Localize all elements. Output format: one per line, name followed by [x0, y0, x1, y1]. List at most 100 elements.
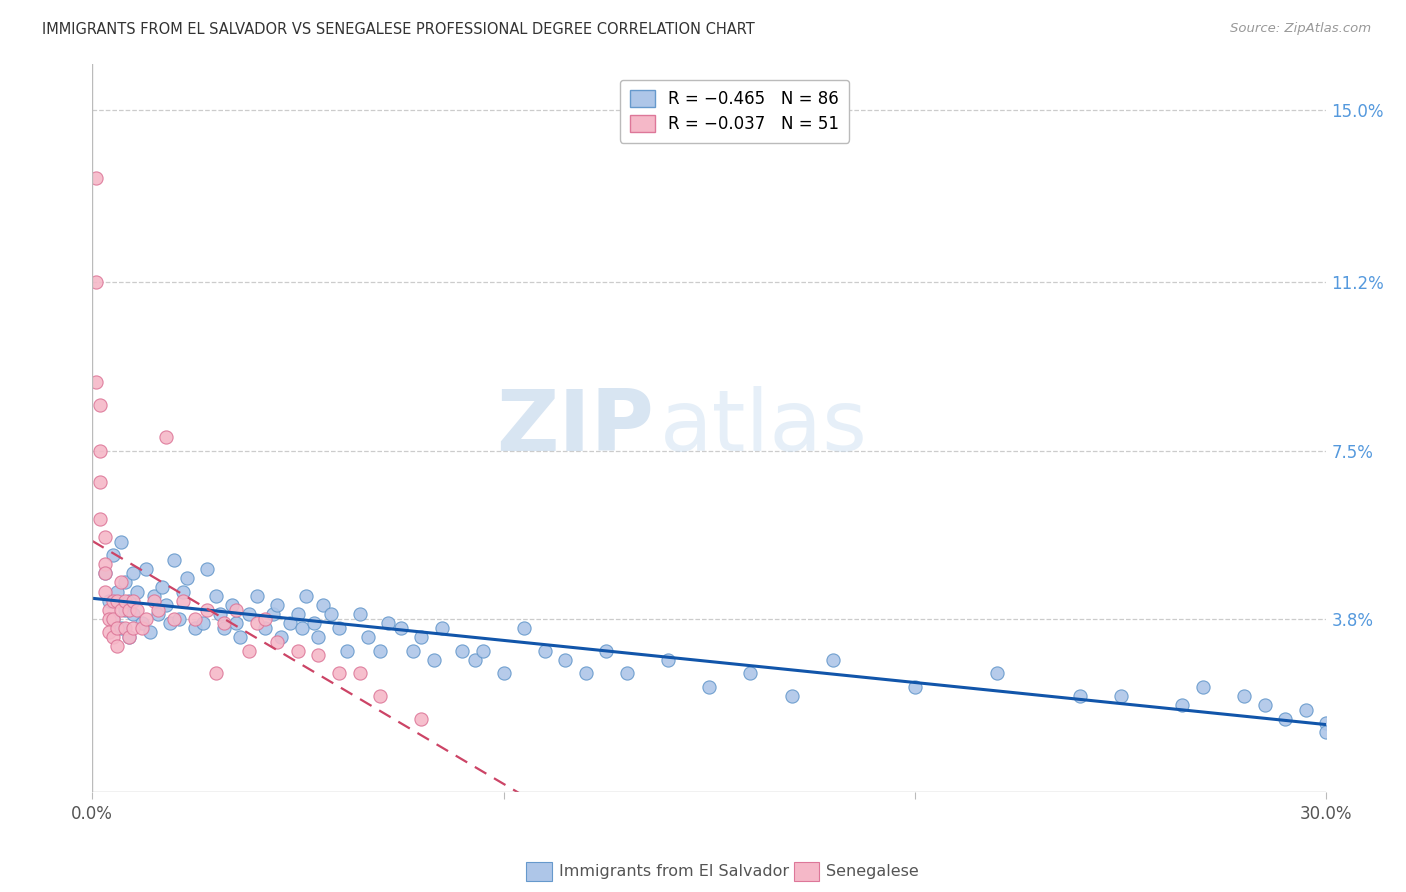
Point: [221, 598, 243, 612]
Point: [93, 558, 115, 572]
Point: [1192, 680, 1215, 694]
Point: [184, 612, 207, 626]
Point: [411, 712, 433, 726]
Point: [287, 643, 309, 657]
Point: [740, 666, 762, 681]
Point: [84, 170, 107, 185]
Point: [122, 607, 145, 622]
Text: Senegalese: Senegalese: [825, 864, 918, 879]
Point: [1315, 716, 1337, 731]
Point: [118, 630, 141, 644]
Point: [176, 571, 198, 585]
Point: [89, 443, 111, 458]
Point: [84, 376, 107, 390]
Point: [451, 643, 474, 657]
Point: [697, 680, 720, 694]
Point: [159, 616, 181, 631]
Point: [253, 621, 276, 635]
Point: [163, 612, 186, 626]
Text: IMMIGRANTS FROM EL SALVADOR VS SENEGALESE PROFESSIONAL DEGREE CORRELATION CHART: IMMIGRANTS FROM EL SALVADOR VS SENEGALES…: [42, 22, 755, 37]
Point: [291, 621, 314, 635]
Point: [368, 643, 391, 657]
Point: [97, 625, 120, 640]
Point: [212, 616, 235, 631]
Point: [1171, 698, 1194, 713]
Point: [595, 643, 617, 657]
Point: [131, 621, 153, 635]
Point: [114, 603, 136, 617]
Point: [349, 666, 371, 681]
Point: [208, 607, 231, 622]
Point: [295, 589, 318, 603]
Point: [172, 584, 194, 599]
Legend: R = −0.465   N = 86, R = −0.037   N = 51: R = −0.465 N = 86, R = −0.037 N = 51: [620, 79, 849, 143]
Point: [821, 653, 844, 667]
Point: [101, 612, 124, 626]
Point: [110, 603, 132, 617]
Point: [184, 621, 207, 635]
Point: [131, 616, 153, 631]
Point: [307, 630, 329, 644]
Point: [110, 575, 132, 590]
Point: [89, 475, 111, 490]
Point: [105, 584, 128, 599]
Point: [266, 598, 288, 612]
Point: [142, 589, 165, 603]
Point: [114, 575, 136, 590]
Point: [657, 653, 679, 667]
Point: [155, 598, 177, 612]
Point: [422, 653, 444, 667]
Point: [146, 607, 169, 622]
Point: [101, 612, 124, 626]
Point: [533, 643, 555, 657]
Point: [287, 607, 309, 622]
Point: [464, 653, 486, 667]
Point: [204, 589, 226, 603]
Point: [195, 562, 218, 576]
Point: [101, 593, 124, 607]
Point: [368, 689, 391, 703]
Point: [349, 607, 371, 622]
Text: Source: ZipAtlas.com: Source: ZipAtlas.com: [1230, 22, 1371, 36]
Point: [270, 630, 292, 644]
Point: [492, 666, 515, 681]
Point: [328, 666, 350, 681]
Point: [93, 566, 115, 581]
Point: [377, 616, 399, 631]
Point: [163, 552, 186, 566]
Point: [172, 593, 194, 607]
Text: ZIP: ZIP: [496, 386, 654, 469]
Point: [246, 616, 269, 631]
Point: [118, 630, 141, 644]
Point: [89, 512, 111, 526]
Point: [246, 589, 269, 603]
Point: [389, 621, 412, 635]
Point: [101, 548, 124, 562]
Point: [195, 603, 218, 617]
Point: [97, 603, 120, 617]
Point: [262, 607, 284, 622]
Point: [1315, 725, 1337, 739]
Point: [139, 625, 162, 640]
Point: [1274, 712, 1296, 726]
Point: [135, 612, 157, 626]
Point: [780, 689, 803, 703]
Point: [411, 630, 433, 644]
Point: [513, 621, 536, 635]
Point: [336, 643, 359, 657]
Point: [93, 566, 115, 581]
Point: [212, 621, 235, 635]
Point: [150, 580, 173, 594]
Point: [402, 643, 425, 657]
Point: [307, 648, 329, 663]
Point: [93, 530, 115, 544]
Point: [357, 630, 380, 644]
Point: [135, 562, 157, 576]
Point: [430, 621, 453, 635]
Point: [114, 593, 136, 607]
Point: [1069, 689, 1091, 703]
Point: [328, 621, 350, 635]
Point: [118, 593, 141, 607]
Point: [105, 621, 128, 635]
Point: [122, 621, 145, 635]
